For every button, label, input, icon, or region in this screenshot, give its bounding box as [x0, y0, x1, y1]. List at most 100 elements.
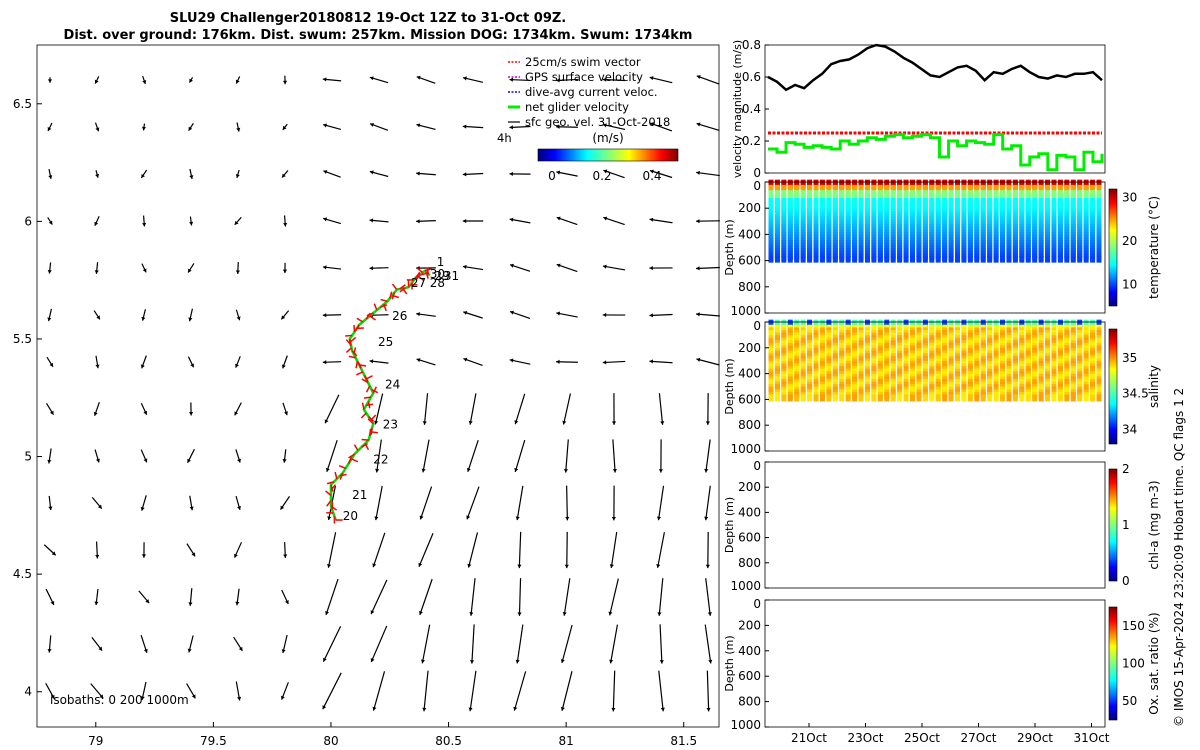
current-vector-head	[696, 312, 700, 317]
current-vector-head	[95, 458, 100, 463]
profile-cell	[794, 394, 800, 402]
current-vector	[518, 531, 522, 569]
current-vector	[561, 624, 573, 664]
current-vector-head	[322, 313, 327, 318]
profile-cell	[1096, 394, 1102, 402]
current-vector-head	[370, 658, 375, 663]
current-vector-head	[514, 420, 519, 425]
velocity-series	[767, 43, 1104, 172]
profile-panel-4: 0 200 400 600 800 1000 Depth (m) 50 100 150 Ox. sa…	[723, 597, 1161, 732]
current-vector-head	[187, 648, 192, 653]
current-vector-head	[50, 600, 55, 605]
profile-cell	[787, 255, 793, 263]
current-vector	[509, 264, 531, 272]
colorbar-label: Ox. sat. ratio (%)	[1147, 612, 1161, 714]
current-vector-head	[141, 316, 146, 321]
current-vector-head	[237, 458, 242, 463]
profile-cell	[794, 255, 800, 263]
depth-tick-label: 1000	[730, 718, 761, 732]
current-vector	[657, 485, 665, 521]
current-vector-head	[369, 359, 374, 364]
swim-vector-marks	[325, 267, 432, 524]
current-vector-head	[372, 563, 377, 568]
current-vector	[370, 579, 388, 615]
map-y-tick-label: 5	[24, 450, 32, 464]
colorbar-tick-label: 10	[1122, 277, 1137, 291]
speed-colorbar	[537, 148, 679, 162]
current-vector	[325, 578, 339, 616]
current-vector-head	[283, 554, 288, 558]
depth-tick-label: 200	[738, 201, 761, 215]
swim-vector	[345, 347, 353, 354]
current-vector-head	[98, 646, 103, 651]
swim-vector	[416, 267, 424, 274]
current-vector-head	[284, 600, 289, 605]
current-vector-head	[47, 459, 52, 464]
current-vector-head	[95, 554, 100, 559]
colorbar-tick-label: 0	[1122, 574, 1130, 588]
profile-cell	[922, 394, 928, 402]
profile-cell	[980, 255, 986, 263]
swim-vector	[363, 375, 369, 383]
profile-cell	[884, 394, 890, 402]
current-vector-head	[189, 175, 194, 179]
current-vector-head	[562, 420, 567, 425]
current-vector-head	[48, 506, 53, 511]
current-vector-head	[416, 219, 420, 224]
profile-cell	[819, 255, 825, 263]
profile-cell	[1032, 255, 1038, 263]
current-vector-head	[563, 469, 569, 473]
profile-cell	[909, 394, 915, 402]
colorbar-tick-label: 100	[1122, 657, 1145, 671]
current-vector-head	[282, 459, 287, 463]
current-vector-head	[140, 364, 145, 369]
current-vector-head	[95, 364, 100, 369]
current-vector-head	[706, 707, 711, 712]
current-vector	[419, 578, 433, 616]
depth-tick-label: 400	[738, 227, 761, 241]
profile-cell	[1096, 255, 1102, 263]
current-vector-head	[608, 611, 613, 616]
profile-cell	[1070, 255, 1076, 263]
swim-vector	[399, 284, 406, 290]
current-vector-head	[649, 76, 654, 81]
current-vector-head	[416, 171, 420, 176]
current-vector	[509, 78, 531, 82]
current-vector	[372, 532, 386, 568]
profile-cell	[864, 255, 870, 263]
current-vector	[696, 358, 720, 366]
current-vector-head	[99, 694, 104, 699]
colorbar-tick-label: 34.5	[1122, 387, 1149, 401]
current-vector	[322, 672, 342, 710]
current-vector	[471, 624, 475, 664]
current-vector-head	[470, 660, 475, 664]
current-vector	[603, 216, 625, 226]
current-vector-head	[658, 469, 663, 473]
swim-vector	[325, 490, 332, 496]
current-vector-head	[463, 357, 468, 362]
current-vector	[466, 486, 480, 520]
profile-cell	[961, 255, 967, 263]
current-vector-head	[323, 123, 328, 128]
depth-tick-label: 0	[753, 597, 761, 611]
swim-vector	[373, 303, 378, 311]
swim-vector	[330, 505, 338, 511]
current-vector	[509, 125, 531, 129]
velocity-panel: 0 0.2 0.4 0.6 0.8 velocity magnitude (m/s)	[731, 38, 1106, 180]
current-vector-head	[235, 363, 239, 368]
current-vector-head	[325, 467, 330, 472]
current-vector-head	[696, 170, 700, 175]
profile-cell	[774, 255, 780, 263]
day-label: 20	[343, 509, 358, 523]
current-vector-head	[280, 695, 285, 700]
profile-cell	[864, 394, 870, 402]
swim-vector	[351, 350, 358, 357]
current-vector-head	[696, 219, 700, 224]
current-vector-head	[49, 410, 54, 415]
swim-vector	[326, 481, 335, 485]
current-vector-head	[468, 707, 473, 712]
swim-vector	[356, 371, 364, 376]
current-vector-head	[322, 705, 327, 710]
day-label: 30	[430, 267, 445, 281]
